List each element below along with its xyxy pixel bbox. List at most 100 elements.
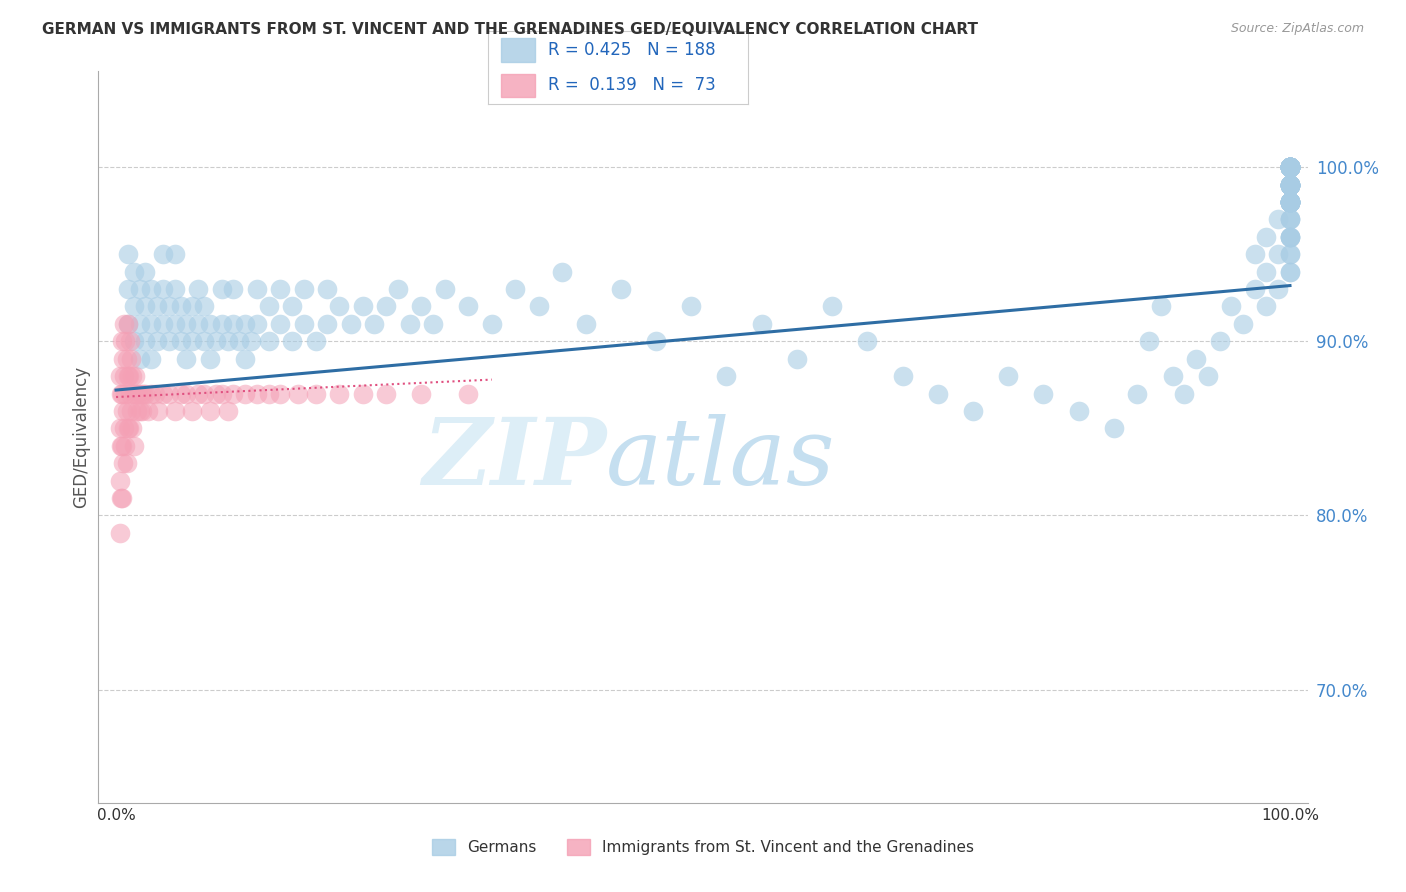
Point (176, 386, 198, 401)
Point (108, 369, 131, 384)
Point (136, 404, 159, 418)
Point (1278, 212, 1301, 227)
Point (134, 300, 156, 314)
Point (1256, 300, 1278, 314)
Point (281, 300, 304, 314)
Point (121, 369, 143, 384)
Point (645, 334, 668, 349)
Point (1278, 194, 1301, 209)
Legend: Germans, Immigrants from St. Vincent and the Grenadines: Germans, Immigrants from St. Vincent and… (426, 833, 980, 861)
Point (1278, 178, 1301, 192)
Point (127, 386, 149, 401)
Point (1197, 369, 1219, 384)
Point (1278, 160, 1301, 174)
Point (716, 369, 738, 384)
Point (1278, 160, 1301, 174)
Point (108, 421, 131, 435)
Point (1067, 404, 1090, 418)
Point (457, 386, 479, 401)
Point (962, 404, 984, 418)
Point (1256, 265, 1278, 279)
Point (269, 317, 291, 331)
Point (240, 334, 263, 349)
Point (1278, 247, 1301, 261)
Point (111, 439, 134, 453)
Point (176, 351, 198, 366)
Point (1278, 160, 1301, 174)
Point (114, 439, 136, 453)
Point (1220, 300, 1243, 314)
Point (1278, 194, 1301, 209)
Point (193, 386, 215, 401)
Point (115, 456, 138, 470)
Point (1278, 265, 1301, 279)
Point (1278, 160, 1301, 174)
Point (134, 386, 156, 401)
Point (111, 386, 134, 401)
Point (1208, 334, 1230, 349)
Point (422, 317, 444, 331)
Text: GERMAN VS IMMIGRANTS FROM ST. VINCENT AND THE GRENADINES GED/EQUIVALENCY CORRELA: GERMAN VS IMMIGRANTS FROM ST. VINCENT AN… (42, 22, 979, 37)
Point (169, 300, 191, 314)
Point (927, 386, 949, 401)
Point (112, 456, 135, 470)
Point (233, 386, 256, 401)
Point (128, 404, 150, 418)
Point (163, 317, 186, 331)
Point (1150, 300, 1173, 314)
Point (269, 386, 291, 401)
Point (181, 334, 204, 349)
Point (1278, 160, 1301, 174)
Bar (501, 38, 534, 62)
Point (108, 525, 131, 540)
Point (115, 404, 138, 418)
Point (328, 300, 350, 314)
Point (246, 317, 269, 331)
Point (120, 386, 142, 401)
Point (1278, 160, 1301, 174)
Point (1278, 160, 1301, 174)
Point (1278, 160, 1301, 174)
Point (125, 386, 148, 401)
Point (111, 334, 134, 349)
Point (1278, 194, 1301, 209)
Point (1278, 160, 1301, 174)
Point (141, 317, 163, 331)
Point (1278, 160, 1301, 174)
Point (257, 334, 280, 349)
Point (1278, 178, 1301, 192)
Point (1278, 160, 1301, 174)
Point (152, 247, 174, 261)
Point (222, 282, 245, 296)
Point (1267, 247, 1289, 261)
Point (1278, 194, 1301, 209)
Point (1243, 282, 1265, 296)
Point (1278, 194, 1301, 209)
Point (1278, 160, 1301, 174)
Point (997, 369, 1019, 384)
Point (120, 351, 142, 366)
Point (246, 386, 269, 401)
Point (211, 317, 233, 331)
Point (129, 386, 152, 401)
Point (117, 421, 139, 435)
Point (176, 317, 198, 331)
Point (269, 282, 291, 296)
Point (1267, 282, 1289, 296)
Point (1278, 160, 1301, 174)
Point (122, 439, 145, 453)
Point (120, 404, 142, 418)
Point (328, 386, 350, 401)
Point (411, 300, 433, 314)
Point (122, 386, 145, 401)
Point (1278, 194, 1301, 209)
Point (122, 300, 145, 314)
Point (1278, 160, 1301, 174)
Point (169, 334, 191, 349)
Point (1278, 160, 1301, 174)
Point (786, 351, 808, 366)
Point (146, 334, 169, 349)
Point (1278, 247, 1301, 261)
Point (891, 369, 914, 384)
Point (1278, 178, 1301, 192)
